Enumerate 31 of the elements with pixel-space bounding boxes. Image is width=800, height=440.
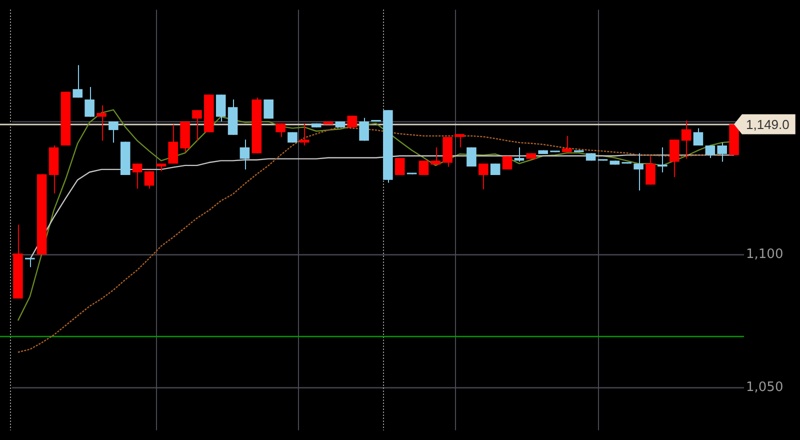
candlestick bbox=[264, 98, 274, 120]
ref-line-label: 1,149.0 bbox=[746, 116, 790, 132]
candlestick bbox=[658, 146, 668, 173]
candlestick bbox=[466, 146, 476, 168]
candlestick bbox=[96, 104, 106, 142]
candlestick bbox=[347, 115, 358, 128]
candlestick bbox=[180, 121, 190, 153]
candlestick bbox=[634, 152, 644, 191]
candlestick bbox=[646, 156, 656, 186]
candlestick bbox=[383, 110, 393, 184]
candlestick bbox=[454, 134, 464, 148]
candlestick bbox=[13, 224, 23, 299]
candlestick bbox=[108, 121, 118, 144]
candlestick bbox=[394, 158, 405, 176]
y-tick-label: 1,050 bbox=[746, 380, 784, 396]
candlestick bbox=[72, 64, 83, 98]
candlestick bbox=[120, 141, 130, 176]
candlestick bbox=[478, 163, 488, 190]
candlestick bbox=[526, 152, 536, 160]
candlestick bbox=[168, 124, 178, 164]
y-tick-label: 1,100 bbox=[746, 246, 784, 262]
candlestick bbox=[204, 94, 214, 133]
candlestick bbox=[300, 122, 310, 146]
candlestick bbox=[669, 139, 680, 178]
candlestick bbox=[717, 142, 727, 162]
candlestick bbox=[288, 132, 298, 144]
candlestick bbox=[192, 110, 202, 142]
candlestick bbox=[84, 86, 94, 118]
candlestick bbox=[442, 136, 452, 168]
candlestick bbox=[25, 258, 35, 268]
candlestick bbox=[359, 117, 369, 142]
